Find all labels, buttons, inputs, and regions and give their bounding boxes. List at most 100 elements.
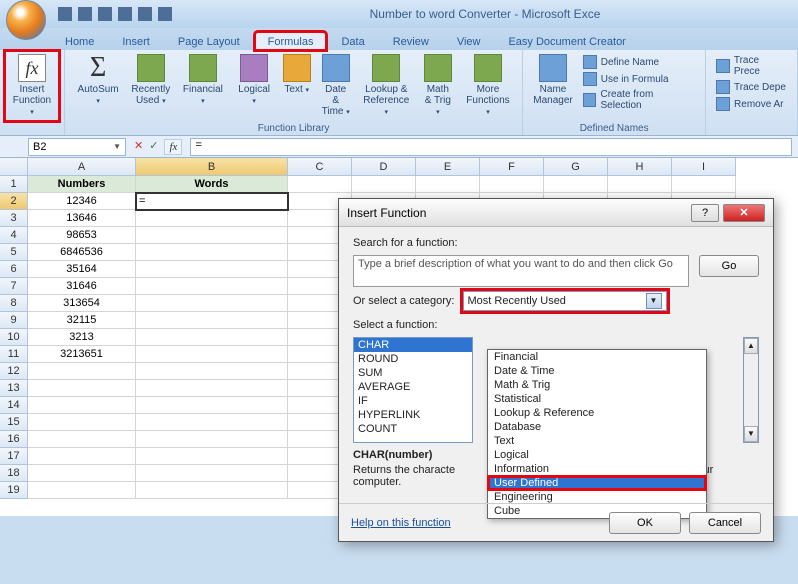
- cell[interactable]: [136, 465, 288, 482]
- cell[interactable]: Words: [136, 176, 288, 193]
- cell[interactable]: [416, 176, 480, 193]
- create-from-selection-button[interactable]: Create from Selection: [583, 88, 695, 112]
- autosum-button[interactable]: ΣAutoSum ▾: [71, 52, 125, 109]
- cell[interactable]: [136, 227, 288, 244]
- date--button[interactable]: Date &Time ▾: [317, 52, 355, 120]
- cell[interactable]: 313654: [28, 295, 136, 312]
- dropdown-item[interactable]: Lookup & Reference: [488, 406, 706, 420]
- chevron-down-icon[interactable]: ▼: [113, 142, 121, 151]
- close-button[interactable]: ✕: [723, 204, 765, 222]
- chevron-down-icon[interactable]: ▼: [646, 293, 662, 309]
- cancel-button[interactable]: Cancel: [689, 512, 761, 534]
- cell[interactable]: Numbers: [28, 176, 136, 193]
- tab-formulas[interactable]: Formulas: [255, 32, 327, 50]
- row-header[interactable]: 17: [0, 448, 28, 465]
- row-header[interactable]: 13: [0, 380, 28, 397]
- row-header[interactable]: 3: [0, 210, 28, 227]
- search-input[interactable]: Type a brief description of what you wan…: [353, 255, 689, 287]
- category-dropdown[interactable]: FinancialDate & TimeMath & TrigStatistic…: [487, 349, 707, 519]
- enter-icon[interactable]: ✓: [149, 139, 158, 155]
- cell[interactable]: [136, 448, 288, 465]
- column-header[interactable]: F: [480, 158, 544, 176]
- tab-review[interactable]: Review: [380, 32, 442, 50]
- dropdown-item[interactable]: Logical: [488, 448, 706, 462]
- dropdown-item[interactable]: Engineering: [488, 490, 706, 504]
- cell[interactable]: 12346: [28, 193, 136, 210]
- dropdown-item[interactable]: User Defined: [488, 476, 706, 490]
- tab-page-layout[interactable]: Page Layout: [165, 32, 253, 50]
- define-name-button[interactable]: Define Name: [583, 54, 695, 70]
- remove-ar-button[interactable]: Remove Ar: [716, 96, 787, 112]
- cell[interactable]: [28, 448, 136, 465]
- cell[interactable]: [136, 414, 288, 431]
- cell[interactable]: 6846536: [28, 244, 136, 261]
- cell[interactable]: [136, 431, 288, 448]
- help-link[interactable]: Help on this function: [351, 517, 451, 529]
- dropdown-item[interactable]: Information: [488, 462, 706, 476]
- cell[interactable]: [672, 176, 736, 193]
- logical-button[interactable]: Logical ▾: [232, 52, 277, 109]
- cell[interactable]: [136, 482, 288, 499]
- cell[interactable]: 31646: [28, 278, 136, 295]
- cell[interactable]: 32115: [28, 312, 136, 329]
- function-list-item[interactable]: IF: [354, 394, 472, 408]
- insert-button[interactable]: fxInsertFunction ▾: [6, 52, 58, 120]
- row-header[interactable]: 7: [0, 278, 28, 295]
- row-header[interactable]: 2: [0, 193, 28, 210]
- trace-prece-button[interactable]: Trace Prece: [716, 54, 787, 78]
- cell[interactable]: [136, 261, 288, 278]
- lookup--button[interactable]: Lookup &Reference ▾: [357, 52, 416, 120]
- cell[interactable]: [136, 363, 288, 380]
- cell[interactable]: 3213651: [28, 346, 136, 363]
- go-button[interactable]: Go: [699, 255, 759, 277]
- use-in-formula-button[interactable]: Use in Formula: [583, 71, 695, 87]
- function-list[interactable]: CHARROUNDSUMAVERAGEIFHYPERLINKCOUNT: [353, 337, 473, 443]
- column-header[interactable]: A: [28, 158, 136, 176]
- row-header[interactable]: 15: [0, 414, 28, 431]
- cell[interactable]: [136, 278, 288, 295]
- cell[interactable]: [136, 210, 288, 227]
- function-list-item[interactable]: ROUND: [354, 352, 472, 366]
- cell[interactable]: [28, 482, 136, 499]
- cell[interactable]: [136, 244, 288, 261]
- qat-icon[interactable]: [138, 7, 152, 21]
- cell[interactable]: [28, 363, 136, 380]
- cell[interactable]: [136, 329, 288, 346]
- row-header[interactable]: 18: [0, 465, 28, 482]
- cell[interactable]: 13646: [28, 210, 136, 227]
- cell[interactable]: [136, 397, 288, 414]
- column-header[interactable]: H: [608, 158, 672, 176]
- trace-depe-button[interactable]: Trace Depe: [716, 79, 787, 95]
- function-list-item[interactable]: HYPERLINK: [354, 408, 472, 422]
- column-header[interactable]: E: [416, 158, 480, 176]
- function-list-item[interactable]: SUM: [354, 366, 472, 380]
- cancel-icon[interactable]: ✕: [134, 139, 143, 155]
- qat-icon[interactable]: [158, 7, 172, 21]
- row-header[interactable]: 5: [0, 244, 28, 261]
- column-header[interactable]: G: [544, 158, 608, 176]
- cell[interactable]: [136, 346, 288, 363]
- print-icon[interactable]: [118, 7, 132, 21]
- row-header[interactable]: 14: [0, 397, 28, 414]
- tab-view[interactable]: View: [444, 32, 494, 50]
- row-header[interactable]: 1: [0, 176, 28, 193]
- scroll-down-icon[interactable]: ▼: [744, 426, 758, 442]
- column-header[interactable]: D: [352, 158, 416, 176]
- undo-icon[interactable]: [78, 7, 92, 21]
- cell[interactable]: [480, 176, 544, 193]
- dropdown-item[interactable]: Database: [488, 420, 706, 434]
- cell[interactable]: [28, 380, 136, 397]
- scroll-up-icon[interactable]: ▲: [744, 338, 758, 354]
- dropdown-item[interactable]: Text: [488, 434, 706, 448]
- cell[interactable]: [28, 431, 136, 448]
- cell[interactable]: 3213: [28, 329, 136, 346]
- row-header[interactable]: 10: [0, 329, 28, 346]
- tab-data[interactable]: Data: [328, 32, 377, 50]
- text-button[interactable]: Text ▾: [279, 52, 315, 98]
- dropdown-item[interactable]: Math & Trig: [488, 378, 706, 392]
- row-header[interactable]: 4: [0, 227, 28, 244]
- office-button[interactable]: [6, 0, 46, 40]
- cell[interactable]: 35164: [28, 261, 136, 278]
- cell[interactable]: [136, 295, 288, 312]
- function-list-item[interactable]: COUNT: [354, 422, 472, 436]
